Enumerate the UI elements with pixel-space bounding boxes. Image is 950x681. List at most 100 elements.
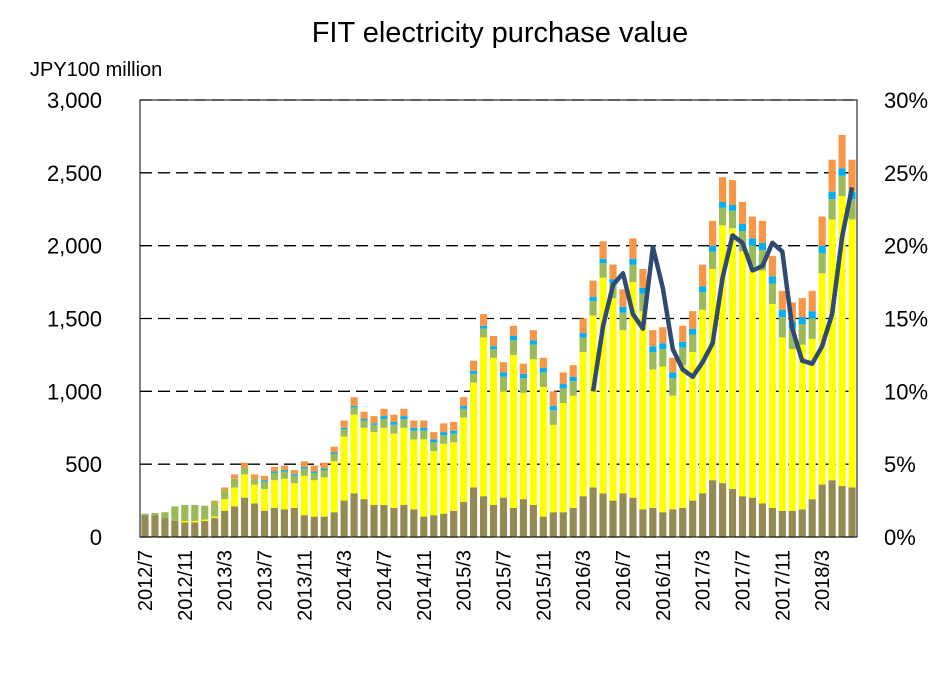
bars xyxy=(141,134,856,537)
bar-segment xyxy=(709,220,717,246)
bar-segment xyxy=(161,512,169,519)
bar-segment xyxy=(320,469,328,478)
bar-segment xyxy=(798,509,806,537)
bar-segment xyxy=(649,352,657,370)
bar-segment xyxy=(350,407,358,415)
bar-segment xyxy=(430,432,438,440)
bar-segment xyxy=(410,439,418,510)
bar-segment xyxy=(499,391,508,498)
bar-segment xyxy=(619,306,627,313)
bar-segment xyxy=(758,220,766,243)
bar-segment xyxy=(768,303,776,508)
bar-segment xyxy=(360,419,368,421)
bar-segment xyxy=(609,279,617,284)
bar-segment xyxy=(738,251,747,497)
y-tick-label: 1,500 xyxy=(47,307,102,332)
chart-title: FIT electricity purchase value xyxy=(312,17,689,49)
bar-segment xyxy=(599,493,607,537)
bar-segment xyxy=(211,518,219,537)
bar-segment xyxy=(380,504,388,537)
bar-segment xyxy=(320,477,328,517)
bar-segment xyxy=(539,386,547,517)
bar-segment xyxy=(191,504,199,521)
bar-segment xyxy=(250,474,259,479)
bar-segment xyxy=(768,507,776,537)
bar-segment xyxy=(609,298,617,501)
bar-segment xyxy=(350,405,358,408)
bar-segment xyxy=(460,405,468,409)
bar-segment xyxy=(470,487,478,537)
bar-segment xyxy=(559,512,567,537)
x-tick-label: 2014/7 xyxy=(374,550,396,611)
bar-segment xyxy=(380,408,388,417)
bar-segment xyxy=(310,471,318,473)
bar-segment xyxy=(221,499,229,511)
bar-segment xyxy=(559,402,567,513)
bar-segment xyxy=(330,453,338,462)
y-tick-label: 1,000 xyxy=(47,379,102,404)
bar-segment xyxy=(748,216,757,239)
bar-segment xyxy=(260,480,269,482)
bar-segment xyxy=(569,381,577,396)
bar-segment xyxy=(808,318,816,339)
bar-segment xyxy=(270,471,279,473)
bar-segment xyxy=(400,408,408,417)
bar-segment xyxy=(440,513,448,537)
bar-segment xyxy=(738,496,747,537)
bar-segment xyxy=(808,499,816,537)
bar-segment xyxy=(808,290,816,312)
bar-segment xyxy=(539,516,547,537)
bar-segment xyxy=(420,516,428,537)
bar-segment xyxy=(450,430,458,434)
bar-segment xyxy=(549,410,557,425)
bar-segment xyxy=(191,520,199,523)
bar-segment xyxy=(360,411,368,420)
bar-segment xyxy=(231,478,239,488)
bar-segment xyxy=(390,507,398,537)
bar-segment xyxy=(260,475,269,481)
bar-segment xyxy=(370,416,378,424)
bar-segment xyxy=(470,373,478,383)
bar-segment xyxy=(320,468,328,470)
bar-segment xyxy=(639,509,647,537)
bar-segment xyxy=(400,504,408,537)
bar-segment xyxy=(529,330,537,341)
bar-segment xyxy=(310,465,318,472)
line-series xyxy=(590,186,855,392)
bar-segment xyxy=(559,384,567,389)
bar-segment xyxy=(499,376,508,392)
bar-segment xyxy=(489,335,498,347)
x-tick-label: 2014/11 xyxy=(414,550,436,621)
bar-segment xyxy=(689,311,697,329)
bar-segment xyxy=(589,280,597,297)
bar-segment xyxy=(838,196,846,487)
bar-segment xyxy=(380,419,388,428)
bar-segment xyxy=(838,175,846,197)
bar-segment xyxy=(440,423,448,433)
bar-segment xyxy=(689,352,697,501)
bar-segment xyxy=(330,446,338,453)
overlay: 0 500 1,000 1,500 2,000 2,500 3,000 0% 5% 10% 15% 2… xyxy=(47,88,928,621)
bar-segment xyxy=(609,264,617,280)
bar-segment xyxy=(619,493,627,537)
bar-segment xyxy=(758,270,766,504)
bar-segment xyxy=(509,340,518,355)
bar-segment xyxy=(141,515,149,537)
bar-segment xyxy=(758,503,766,537)
bar-segment xyxy=(669,395,677,510)
y-tick-label: 2,500 xyxy=(47,161,102,186)
bar-segment xyxy=(748,266,757,498)
bar-segment xyxy=(639,268,647,288)
bar-segment xyxy=(430,442,438,452)
bar-segment xyxy=(629,264,637,283)
bar-segment xyxy=(350,414,358,494)
bar-segment xyxy=(539,372,547,387)
bar-segment xyxy=(529,340,537,345)
bar-segment xyxy=(370,504,378,537)
y2-tick-label: 5% xyxy=(884,452,916,477)
bar-segment xyxy=(639,293,647,312)
bar-segment xyxy=(778,317,786,338)
bar-segment xyxy=(788,510,796,537)
bar-segment xyxy=(669,372,677,379)
bar-segment xyxy=(659,512,667,537)
